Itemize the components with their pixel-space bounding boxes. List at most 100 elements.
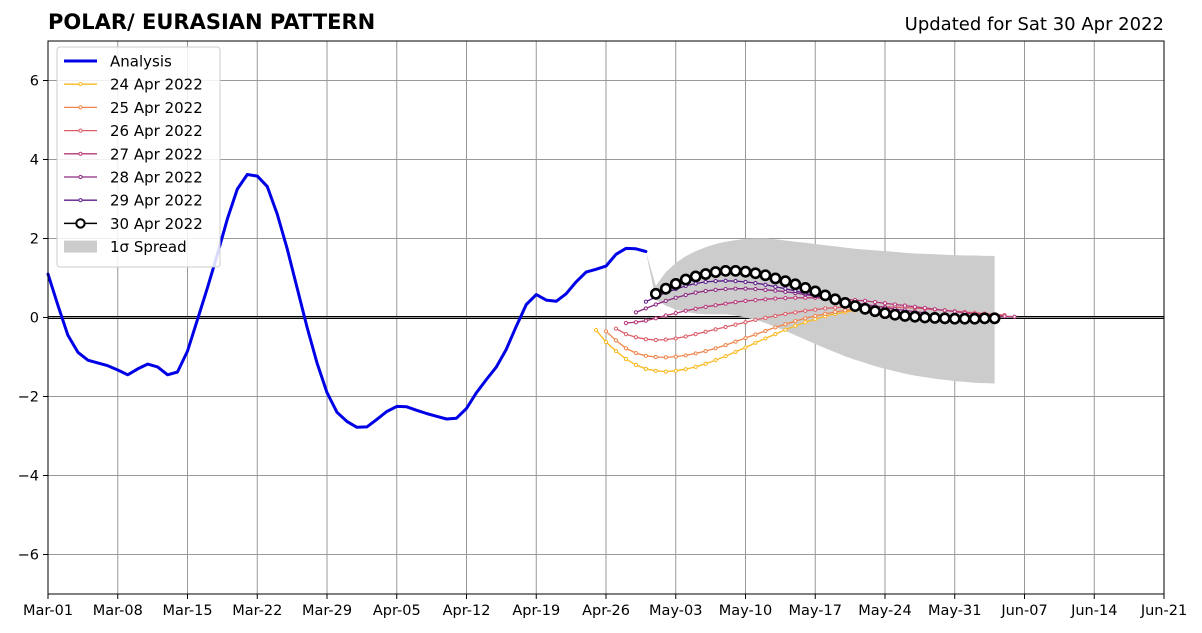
- legend-swatch-marker: [78, 151, 83, 156]
- legend-label: 28 Apr 2022: [110, 169, 203, 187]
- data-point: [713, 358, 718, 363]
- data-point: [889, 308, 901, 321]
- data-point: [733, 299, 738, 305]
- data-point: [749, 267, 762, 280]
- data-point: [773, 284, 778, 289]
- data-point: [938, 312, 951, 325]
- data-point: [833, 305, 838, 310]
- data-point: [653, 316, 658, 321]
- data-point: [663, 369, 668, 374]
- data-point: [723, 324, 728, 330]
- data-point: [693, 290, 698, 295]
- data-point: [739, 265, 752, 278]
- data-point: [813, 307, 818, 312]
- data-point: [703, 348, 708, 354]
- data-point: [673, 368, 678, 373]
- data-point: [733, 279, 738, 284]
- data-point: [623, 356, 629, 362]
- data-point: [928, 311, 941, 324]
- y-tick-label: 2: [30, 232, 39, 248]
- data-point: [643, 299, 648, 304]
- data-point: [763, 315, 768, 320]
- data-point: [783, 322, 788, 327]
- legend-label: 24 Apr 2022: [110, 76, 203, 94]
- data-point: [763, 328, 768, 334]
- data-point: [723, 354, 728, 359]
- legend-label: 29 Apr 2022: [110, 192, 203, 210]
- data-point: [819, 289, 832, 302]
- legend-label: 30 Apr 2022: [110, 215, 203, 233]
- data-point: [623, 331, 629, 337]
- legend-label: 1σ Spread: [110, 238, 187, 256]
- data-point: [829, 293, 842, 306]
- x-tick-label: Mar-15: [162, 603, 212, 619]
- data-point: [729, 264, 742, 277]
- series-line-analysis: [46, 173, 648, 429]
- data-point: [753, 317, 758, 322]
- data-point: [713, 346, 718, 351]
- data-point: [713, 287, 718, 292]
- legend-swatch-marker: [78, 82, 83, 87]
- data-point: [813, 313, 818, 319]
- data-point: [633, 335, 638, 340]
- x-tick-label: May-17: [789, 603, 842, 619]
- data-point: [908, 310, 921, 323]
- data-point: [1002, 314, 1007, 319]
- legend-label: 25 Apr 2022: [110, 99, 203, 117]
- y-tick-label: −4: [18, 469, 39, 485]
- data-point: [643, 318, 648, 323]
- legend-box: [56, 46, 221, 268]
- data-point: [849, 300, 862, 312]
- data-point: [932, 307, 937, 312]
- data-point: [743, 345, 748, 350]
- data-point: [673, 336, 678, 341]
- data-point: [723, 301, 728, 306]
- data-point: [809, 285, 822, 298]
- data-point: [793, 295, 798, 300]
- x-tick-label: Jun-07: [1000, 603, 1047, 619]
- data-point: [753, 286, 758, 292]
- data-point: [773, 288, 778, 293]
- data-point: [783, 286, 788, 291]
- data-point: [773, 296, 778, 301]
- data-point: [693, 331, 698, 337]
- y-tick-label: 0: [30, 311, 39, 327]
- data-point: [683, 367, 688, 372]
- data-point: [779, 275, 792, 288]
- data-point: [789, 278, 802, 291]
- data-point: [723, 278, 728, 283]
- data-point: [653, 368, 658, 373]
- data-point: [952, 309, 957, 314]
- data-point: [753, 340, 758, 345]
- data-point: [793, 323, 798, 328]
- data-point: [1012, 314, 1017, 319]
- data-point: [633, 320, 638, 325]
- data-point: [958, 312, 971, 325]
- data-point: [683, 308, 688, 313]
- data-point: [693, 306, 698, 311]
- x-tick-label: Mar-22: [232, 603, 282, 619]
- data-point: [653, 337, 658, 343]
- data-point: [689, 270, 702, 283]
- data-point: [912, 304, 917, 309]
- data-point: [833, 309, 838, 315]
- data-point: [633, 310, 638, 315]
- data-point: [713, 327, 718, 332]
- x-tick-label: Mar-08: [93, 603, 143, 619]
- data-point: [683, 292, 688, 298]
- data-point: [793, 310, 798, 315]
- data-point: [723, 286, 728, 292]
- y-tick-label: 4: [30, 153, 39, 169]
- data-point: [769, 272, 782, 285]
- data-point: [733, 349, 738, 354]
- data-point: [793, 318, 798, 324]
- data-point: [693, 281, 698, 286]
- data-point: [872, 299, 878, 305]
- data-point: [783, 327, 788, 332]
- data-point: [633, 362, 638, 367]
- data-point: [663, 355, 668, 360]
- data-point: [643, 366, 648, 371]
- data-point: [753, 332, 758, 337]
- data-point: [683, 353, 688, 358]
